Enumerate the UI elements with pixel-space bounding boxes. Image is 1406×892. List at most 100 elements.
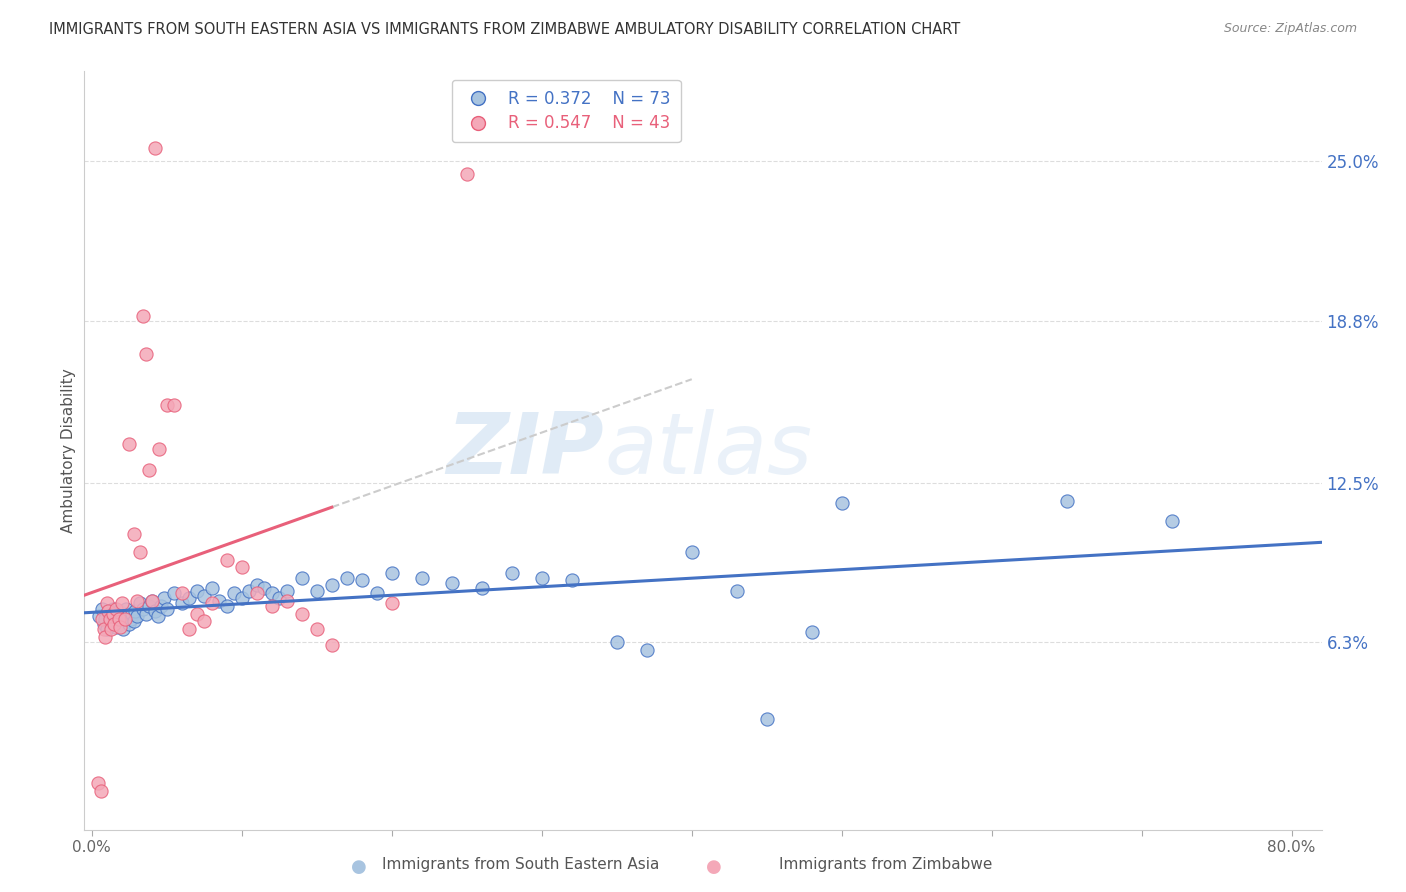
- Point: [381, 566, 404, 580]
- Point: [321, 578, 343, 592]
- Point: [170, 596, 193, 610]
- Point: [179, 622, 201, 636]
- Point: [122, 615, 145, 629]
- Point: [201, 596, 224, 610]
- Point: [231, 560, 253, 574]
- Text: ●: ●: [706, 858, 723, 876]
- Point: [170, 586, 193, 600]
- Point: [125, 594, 148, 608]
- Point: [135, 347, 157, 361]
- Point: [141, 594, 163, 608]
- Point: [100, 607, 122, 621]
- Point: [110, 619, 132, 633]
- Point: [111, 612, 134, 626]
- Point: [456, 167, 478, 181]
- Point: [132, 601, 155, 615]
- Point: [91, 601, 114, 615]
- Point: [163, 399, 186, 413]
- Point: [725, 583, 748, 598]
- Point: [276, 594, 298, 608]
- Point: [193, 615, 215, 629]
- Point: [755, 712, 778, 726]
- Point: [104, 619, 127, 633]
- Point: [201, 581, 224, 595]
- Point: [100, 622, 122, 636]
- Point: [94, 612, 117, 626]
- Point: [132, 309, 155, 323]
- Point: [98, 612, 121, 626]
- Point: [103, 616, 125, 631]
- Point: [321, 638, 343, 652]
- Point: [97, 604, 120, 618]
- Point: [121, 607, 143, 621]
- Point: [305, 622, 328, 636]
- Point: [276, 583, 298, 598]
- Point: [115, 601, 138, 615]
- Text: atlas: atlas: [605, 409, 813, 492]
- Point: [141, 594, 163, 608]
- Point: [124, 604, 146, 618]
- Y-axis label: Ambulatory Disability: Ambulatory Disability: [60, 368, 76, 533]
- Point: [471, 581, 494, 595]
- Point: [98, 615, 121, 629]
- Point: [146, 609, 169, 624]
- Point: [215, 599, 238, 613]
- Point: [108, 612, 131, 626]
- Point: [93, 622, 115, 636]
- Point: [350, 574, 373, 588]
- Text: IMMIGRANTS FROM SOUTH EASTERN ASIA VS IMMIGRANTS FROM ZIMBABWE AMBULATORY DISABI: IMMIGRANTS FROM SOUTH EASTERN ASIA VS IM…: [49, 22, 960, 37]
- Legend: R = 0.372    N = 73, R = 0.547    N = 43: R = 0.372 N = 73, R = 0.547 N = 43: [451, 79, 681, 143]
- Point: [118, 616, 141, 631]
- Point: [193, 589, 215, 603]
- Point: [112, 622, 135, 636]
- Point: [1160, 514, 1182, 528]
- Point: [224, 586, 246, 600]
- Point: [89, 609, 111, 624]
- Point: [128, 545, 150, 559]
- Point: [114, 612, 136, 626]
- Point: [103, 612, 125, 626]
- Point: [381, 596, 404, 610]
- Point: [530, 571, 553, 585]
- Point: [253, 581, 276, 595]
- Point: [246, 578, 269, 592]
- Point: [156, 601, 179, 615]
- Point: [606, 635, 628, 649]
- Point: [260, 599, 283, 613]
- Point: [104, 601, 127, 615]
- Point: [120, 612, 142, 626]
- Point: [501, 566, 523, 580]
- Point: [411, 571, 433, 585]
- Point: [87, 776, 110, 790]
- Point: [1056, 493, 1078, 508]
- Point: [800, 624, 823, 639]
- Point: [105, 609, 128, 624]
- Text: ZIP: ZIP: [446, 409, 605, 492]
- Point: [118, 437, 141, 451]
- Point: [179, 591, 201, 606]
- Point: [143, 604, 166, 618]
- Point: [111, 596, 134, 610]
- Point: [561, 574, 583, 588]
- Text: Immigrants from Zimbabwe: Immigrants from Zimbabwe: [779, 857, 993, 872]
- Point: [96, 622, 118, 636]
- Point: [156, 399, 179, 413]
- Point: [110, 616, 132, 631]
- Point: [305, 583, 328, 598]
- Point: [125, 609, 148, 624]
- Point: [143, 141, 166, 155]
- Point: [108, 604, 131, 618]
- Point: [138, 599, 160, 613]
- Point: [91, 612, 114, 626]
- Point: [101, 601, 124, 615]
- Text: Immigrants from South Eastern Asia: Immigrants from South Eastern Asia: [381, 857, 659, 872]
- Point: [97, 604, 120, 618]
- Point: [636, 642, 658, 657]
- Point: [238, 583, 260, 598]
- Point: [366, 586, 388, 600]
- Point: [186, 607, 208, 621]
- Point: [135, 607, 157, 621]
- Point: [163, 586, 186, 600]
- Point: [681, 545, 703, 559]
- Point: [215, 552, 238, 566]
